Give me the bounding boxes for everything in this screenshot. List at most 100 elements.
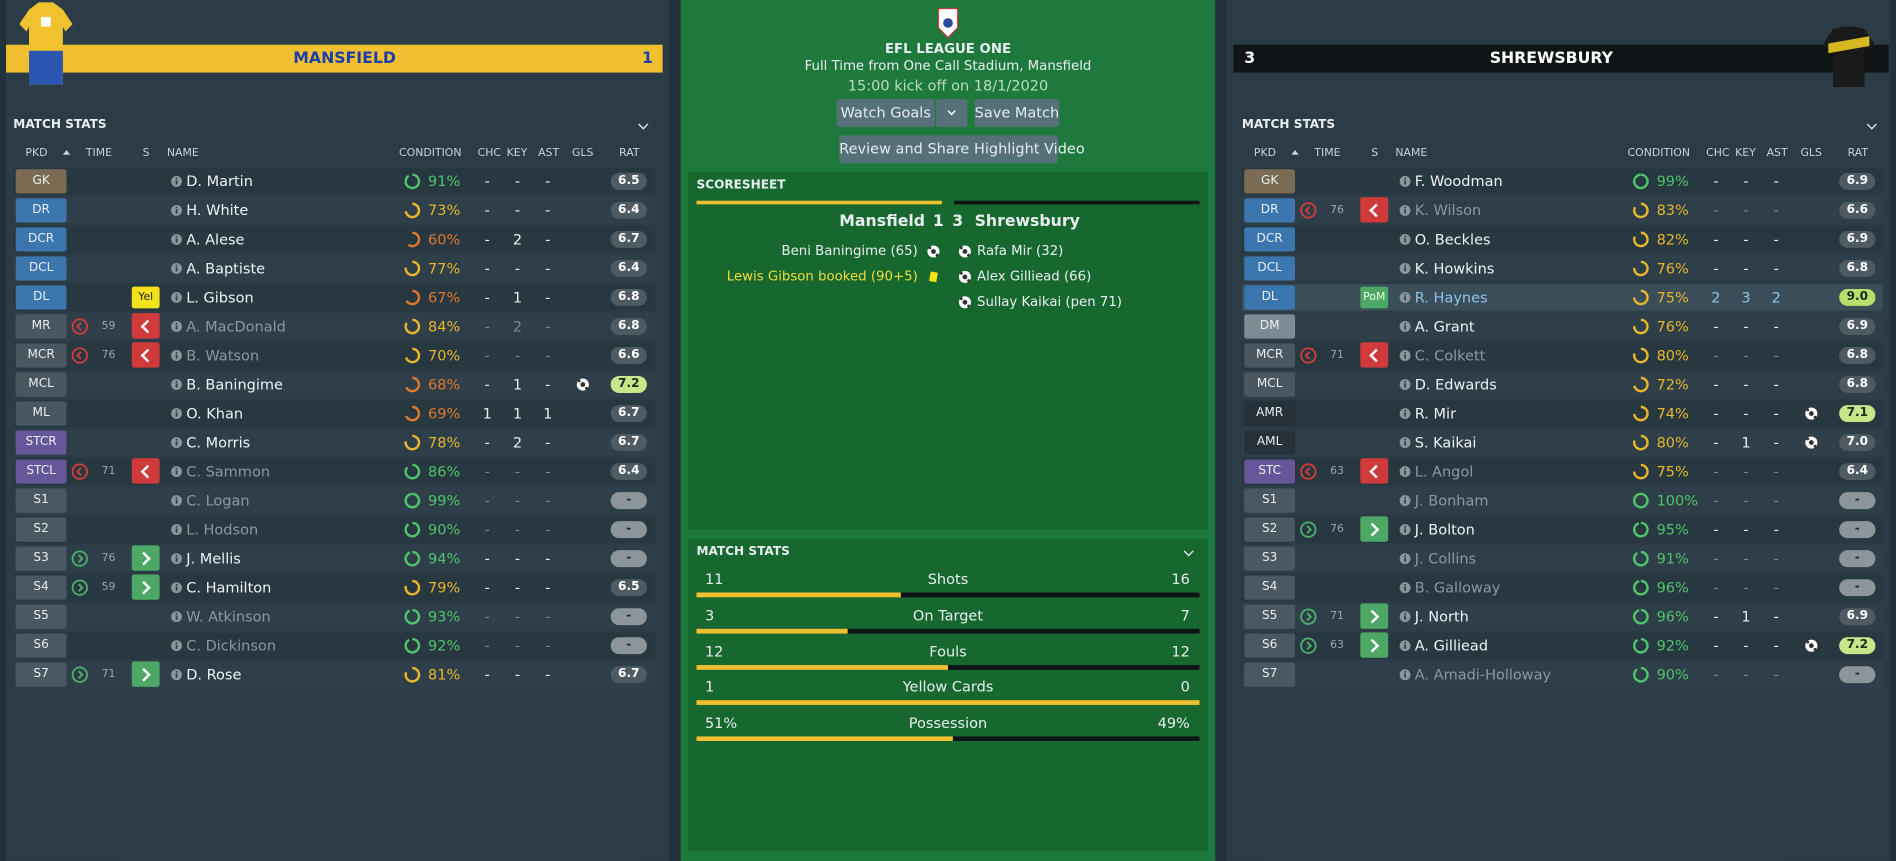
goal-icon bbox=[927, 245, 940, 258]
player-name: C. Dickinson bbox=[186, 637, 277, 655]
rating: 6.9 bbox=[1839, 172, 1876, 190]
watch-goals-dropdown[interactable] bbox=[935, 99, 968, 127]
position-badge: GK bbox=[1244, 169, 1296, 194]
rating: 6.6 bbox=[1839, 201, 1876, 219]
stat-ast: - bbox=[1773, 521, 1779, 539]
sub-icon bbox=[1300, 637, 1317, 654]
player-name: J. North bbox=[1414, 608, 1469, 626]
stat-chc: - bbox=[1713, 579, 1719, 597]
stat-key: - bbox=[1743, 230, 1749, 248]
rating: 6.8 bbox=[610, 318, 647, 335]
player-name: C. Colkett bbox=[1414, 347, 1486, 364]
info-icon bbox=[1399, 233, 1411, 245]
save-match-button[interactable]: Save Match bbox=[974, 99, 1060, 127]
player-name: C. Hamilton bbox=[186, 579, 272, 597]
away-bar bbox=[1233, 44, 1889, 73]
stat-ast: - bbox=[1773, 376, 1779, 393]
player-name: R. Mir bbox=[1414, 405, 1457, 423]
condition: 91% bbox=[428, 172, 461, 190]
rating: 6.9 bbox=[1839, 230, 1876, 248]
home-bar bbox=[6, 44, 663, 73]
sub-marker bbox=[1360, 197, 1389, 223]
stat-ast: - bbox=[1773, 666, 1779, 684]
goal-icon bbox=[958, 245, 971, 258]
team-score: 3 bbox=[1244, 49, 1256, 68]
position-badge: STCL bbox=[15, 459, 67, 484]
stat-key: - bbox=[514, 201, 521, 219]
condition-ring bbox=[404, 347, 421, 364]
sub-marker bbox=[131, 661, 160, 687]
rating: - bbox=[610, 637, 647, 655]
stat-key: 1 bbox=[512, 405, 523, 423]
condition: 93% bbox=[428, 608, 461, 626]
column-header: TIME bbox=[1314, 147, 1341, 160]
goal-icon bbox=[958, 296, 971, 309]
condition: 83% bbox=[1656, 201, 1689, 219]
player-name: R. Haynes bbox=[1414, 288, 1488, 306]
condition-ring bbox=[404, 637, 421, 654]
kickoff: 15:00 kick off on 18/1/2020 bbox=[847, 77, 1049, 95]
home-stat: 51% bbox=[704, 714, 738, 732]
stat-key: 1 bbox=[512, 376, 523, 393]
rating: 6.9 bbox=[1839, 608, 1876, 626]
stat-ast: - bbox=[1773, 230, 1779, 248]
stat-ast: - bbox=[1773, 405, 1779, 423]
stat-label: On Target bbox=[912, 606, 984, 624]
stat-key: - bbox=[1743, 259, 1749, 277]
stat-ast: 2 bbox=[1771, 288, 1781, 306]
condition-ring bbox=[1633, 231, 1649, 248]
player-row bbox=[1241, 226, 1883, 253]
sub-icon bbox=[71, 347, 88, 364]
home-kit bbox=[19, 2, 73, 85]
stat-key: 2 bbox=[512, 230, 523, 248]
highlights-button[interactable]: Review and Share Highlight Video bbox=[839, 135, 1085, 164]
sub-marker bbox=[1360, 516, 1389, 542]
sub-icon bbox=[1300, 608, 1317, 625]
info-icon bbox=[1399, 408, 1411, 419]
away-team: Shrewsbury bbox=[974, 212, 1080, 231]
stat-chc: - bbox=[1713, 318, 1719, 335]
stat-chc: - bbox=[484, 259, 490, 277]
player-row bbox=[13, 545, 655, 572]
sub-marker bbox=[1360, 458, 1389, 484]
sub-marker bbox=[131, 313, 160, 339]
position-badge: DR bbox=[1244, 198, 1296, 223]
condition-ring bbox=[404, 463, 421, 480]
position-badge: S5 bbox=[1244, 604, 1296, 629]
player-row bbox=[13, 458, 655, 485]
rating: 6.4 bbox=[610, 201, 647, 219]
condition-ring bbox=[1633, 637, 1649, 654]
stat-chc: - bbox=[1713, 201, 1719, 219]
competition-crest bbox=[937, 7, 959, 39]
away-event: Rafa Mir (32) bbox=[977, 243, 1064, 259]
stat-ast: - bbox=[545, 376, 551, 393]
player-name: J. Collins bbox=[1414, 550, 1477, 568]
stat-ast: - bbox=[545, 608, 551, 626]
rating: 6.4 bbox=[610, 463, 647, 481]
condition: 77% bbox=[428, 259, 461, 277]
competition: EFL LEAGUE ONE bbox=[884, 41, 1012, 57]
condition-ring bbox=[404, 202, 421, 219]
home-stat: 3 bbox=[704, 606, 715, 624]
player-row bbox=[13, 603, 655, 630]
condition-ring bbox=[404, 318, 421, 335]
watch-goals-button[interactable]: Watch Goals bbox=[836, 99, 935, 127]
stat-key: - bbox=[514, 259, 521, 277]
condition-ring bbox=[404, 260, 421, 277]
sub-time: 71 bbox=[101, 465, 116, 478]
stat-key: - bbox=[514, 347, 521, 364]
sub-time: 71 bbox=[101, 668, 116, 681]
stat-chc: - bbox=[1713, 521, 1719, 539]
condition-ring bbox=[1633, 608, 1649, 625]
goal-icon bbox=[1805, 639, 1818, 652]
position-badge: S4 bbox=[15, 575, 67, 600]
condition-ring bbox=[1633, 521, 1649, 538]
player-name: B. Baningime bbox=[186, 376, 283, 393]
player-row bbox=[13, 632, 655, 660]
player-row bbox=[1241, 487, 1883, 514]
info-icon bbox=[1399, 669, 1411, 681]
stat-bar-away bbox=[696, 628, 1200, 634]
column-header: KEY bbox=[1735, 147, 1756, 160]
goal-icon bbox=[958, 270, 971, 283]
stat-key: 3 bbox=[1741, 288, 1751, 306]
